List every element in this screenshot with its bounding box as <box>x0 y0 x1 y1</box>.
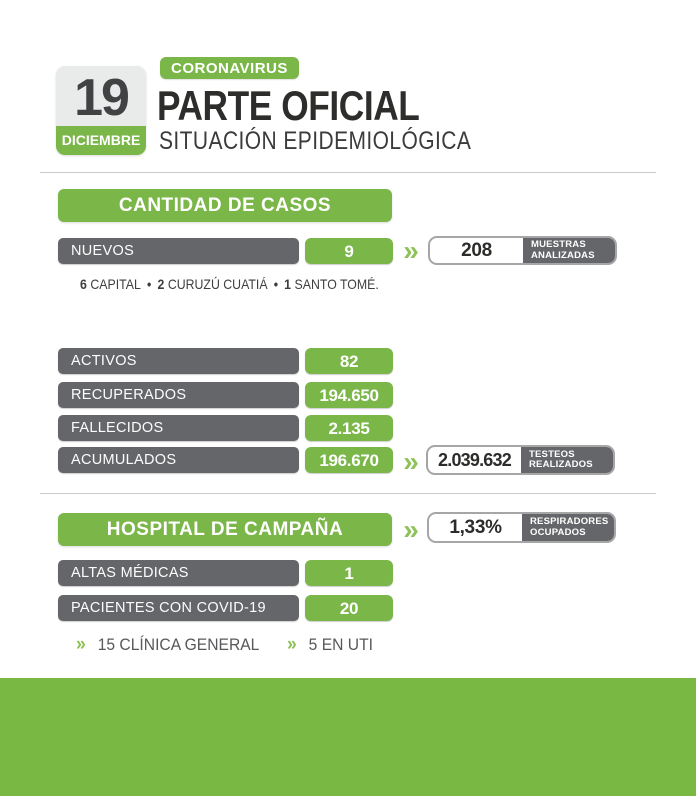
row-label: ALTAS MÉDICAS <box>58 560 299 586</box>
row-label: RECUPERADOS <box>58 382 299 408</box>
date-badge: 19 DICIEMBRE <box>56 66 146 155</box>
chevron-right-icon: » <box>76 634 86 655</box>
breakdown-value: 1 <box>284 276 292 292</box>
breakdown-place: CURUZÚ CUATIÁ <box>167 276 268 292</box>
section-header-cantidad-de-casos: CANTIDAD DE CASOS <box>58 189 392 222</box>
page-title: PARTE OFICIAL <box>157 82 420 129</box>
chevron-right-icon: » <box>403 514 419 545</box>
row-value: 82 <box>305 348 393 374</box>
testeos-label-line2: REALIZADOS <box>529 459 593 470</box>
muestras-analizadas-box: 208 MUESTRAS ANALIZADAS <box>428 236 617 265</box>
clinica-general-detail: 15 CLÍNICA GENERAL <box>97 635 260 654</box>
date-day: 19 <box>56 66 146 127</box>
chevron-right-icon: » <box>286 634 297 655</box>
page-subtitle: SITUACIÓN EPIDEMIOLÓGICA <box>159 127 472 155</box>
bullet-separator: • <box>146 276 152 292</box>
muestras-value: 208 <box>461 239 492 261</box>
muestras-label-line1: MUESTRAS <box>531 239 586 250</box>
stat-row-activos: ACTIVOS 82 <box>58 348 393 374</box>
testeos-realizados-box: 2.039.632 TESTEOS REALIZADOS <box>426 445 615 475</box>
bullet-separator: • <box>273 276 279 292</box>
section-header-hospital-de-campana: HOSPITAL DE CAMPAÑA <box>58 513 392 546</box>
breakdown-place: SANTO TOMÉ. <box>294 276 379 292</box>
row-label: NUEVOS <box>58 238 299 264</box>
stat-row-acumulados: ACUMULADOS 196.670 <box>58 447 393 473</box>
respiradores-label: RESPIRADORES OCUPADOS <box>522 514 614 541</box>
row-label: PACIENTES CON COVID-19 <box>58 595 299 621</box>
row-value: 2.135 <box>305 415 393 441</box>
uti-detail: 5 EN UTI <box>308 635 373 654</box>
respiradores-label-line2: OCUPADOS <box>530 526 586 538</box>
coronavirus-tag: CORONAVIRUS <box>160 57 299 79</box>
stat-row-nuevos: NUEVOS 9 <box>58 238 393 264</box>
row-value: 9 <box>305 238 393 264</box>
chevron-right-icon: » <box>403 446 419 477</box>
divider <box>40 493 656 494</box>
testeos-label-line1: TESTEOS <box>529 448 575 460</box>
row-label: ACUMULADOS <box>58 447 299 473</box>
date-month: DICIEMBRE <box>56 126 146 155</box>
breakdown-value: 2 <box>157 276 165 292</box>
stat-row-recuperados: RECUPERADOS 194.650 <box>58 382 393 408</box>
footer-band: GOBIERNO PROVINCIAL CORRIENTES Ministeri… <box>0 678 696 796</box>
testeos-value: 2.039.632 <box>438 449 512 470</box>
muestras-label: MUESTRAS ANALIZADAS <box>523 238 615 263</box>
chevron-right-icon: » <box>403 235 419 266</box>
stat-row-altas-medicas: ALTAS MÉDICAS 1 <box>58 560 393 586</box>
stat-row-fallecidos: FALLECIDOS 2.135 <box>58 415 393 441</box>
breakdown-value: 6 <box>80 276 87 292</box>
row-value: 20 <box>305 595 393 621</box>
hospital-detail-line: » 15 CLÍNICA GENERAL » 5 EN UTI <box>76 634 373 656</box>
respiradores-label-line1: RESPIRADORES <box>530 516 609 527</box>
muestras-label-line2: ANALIZADAS <box>531 249 595 261</box>
stat-row-pacientes-covid: PACIENTES CON COVID-19 20 <box>58 595 393 621</box>
row-value: 194.650 <box>305 382 393 408</box>
row-value: 1 <box>305 560 393 586</box>
divider <box>40 172 656 173</box>
new-cases-breakdown: 6 CAPITAL • 2 CURUZÚ CUATIÁ • 1 SANTO TOMÉ. <box>80 276 379 292</box>
respiradores-value: 1,33% <box>449 516 502 538</box>
respiradores-ocupados-box: 1,33% RESPIRADORES OCUPADOS <box>427 512 616 543</box>
row-label: FALLECIDOS <box>58 415 299 441</box>
row-value: 196.670 <box>305 447 393 473</box>
testeos-label: TESTEOS REALIZADOS <box>521 447 613 473</box>
row-label: ACTIVOS <box>58 348 299 374</box>
breakdown-place: CAPITAL <box>90 276 141 292</box>
